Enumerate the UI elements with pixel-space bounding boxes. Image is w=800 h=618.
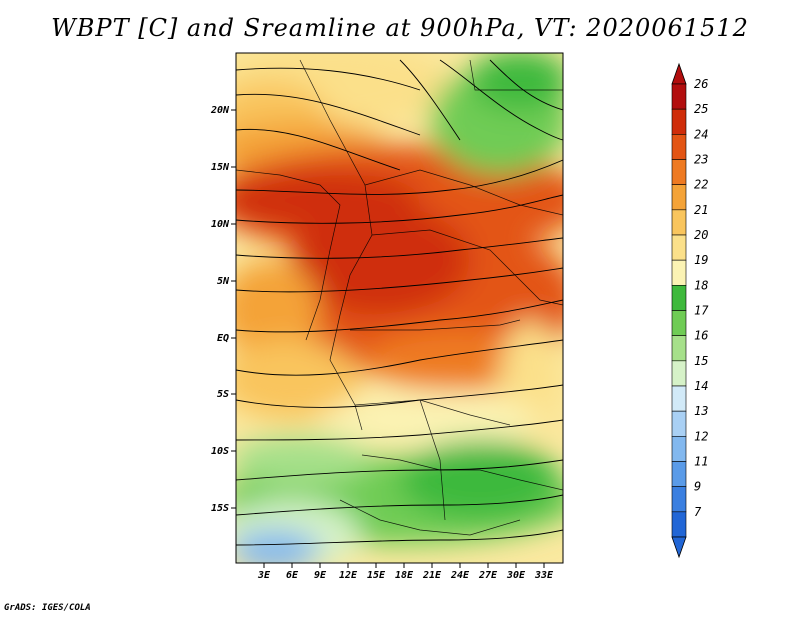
map-title: WBPT [C] and Sreamline at 900hPa, VT: 20… [51,14,749,42]
lon-label: 18E [395,570,414,581]
lat-label: EQ [217,333,229,344]
lon-label: 6E [286,570,299,581]
colorbar-label: 14 [694,379,708,393]
colorbar-label: 21 [694,203,708,217]
colorbar-label: 20 [694,228,708,242]
colorbar-segment [671,134,687,160]
colorbar-label: 19 [694,253,708,267]
lon-label: 21E [422,570,442,581]
lon-label: 15E [367,570,386,581]
colorbar-label: 15 [694,354,708,368]
colorbar-label: 7 [694,505,702,519]
colorbar-bottom-arrow [671,536,687,559]
colorbar-segment [671,184,687,211]
colorbar-label: 9 [694,480,701,494]
colorbar-label: 12 [694,429,708,443]
colorbar-segment [671,159,687,185]
lat-label: 5N [217,276,230,287]
colorbar-segment [671,335,687,362]
lon-label: 12E [339,570,358,581]
colorbar-top-arrow [671,62,687,85]
lon-label: 24E [450,570,470,581]
colorbar-segment [671,385,687,412]
colorbar-label: 25 [694,102,708,116]
colorbar-segment [671,410,687,437]
map-frame [235,52,564,564]
colorbar-segment [671,486,687,513]
colorbar-label: 17 [694,304,709,318]
colorbar-segment [671,511,687,538]
lon-label: 3E [257,570,271,581]
lat-label: 5S [217,389,229,400]
lat-label: 15N [211,162,230,173]
colorbar-segment [671,461,687,487]
lon-label: 30E [506,570,526,581]
colorbar-label: 26 [694,77,708,91]
colorbar-segment [671,436,687,462]
colorbar-segment [671,209,687,236]
colorbar-segment [671,285,687,311]
colorbar-segment [671,83,687,110]
lon-label: 33E [534,570,554,581]
colorbar-segment [671,259,687,286]
lon-label: 9E [314,570,327,581]
longitude-axis: 3E 6E 9E 12E 15E 18E 21E 24E 27E 30E 33E [257,563,554,581]
lat-label: 10N [211,219,230,230]
colorbar-label: 11 [694,455,708,469]
colorbar-segment [671,234,687,261]
colorbar-label: 24 [694,127,708,141]
lat-label: 15S [211,503,229,514]
lon-label: 27E [478,570,498,581]
grads-credit: GrADS: IGES/COLA [4,603,91,613]
colorbar-label: 13 [694,404,708,418]
colorbar-label: 18 [694,278,708,292]
colorbar-segment [671,310,687,336]
colorbar-segment [671,360,687,387]
colorbar-label: 23 [694,153,708,167]
colorbar-label: 16 [694,329,708,343]
lat-label: 20N [210,105,230,116]
latitude-axis: 20N 15N 10N 5N EQ 5S 10S 15S [210,105,236,514]
colorbar-label: 22 [694,178,708,192]
colorbar: 26 25 24 23 22 21 20 19 18 17 16 15 14 13 12 11 9 7 [671,62,709,559]
lat-label: 10S [211,446,229,457]
wbpt-shaded-field [236,53,563,563]
colorbar-segment [671,108,687,135]
